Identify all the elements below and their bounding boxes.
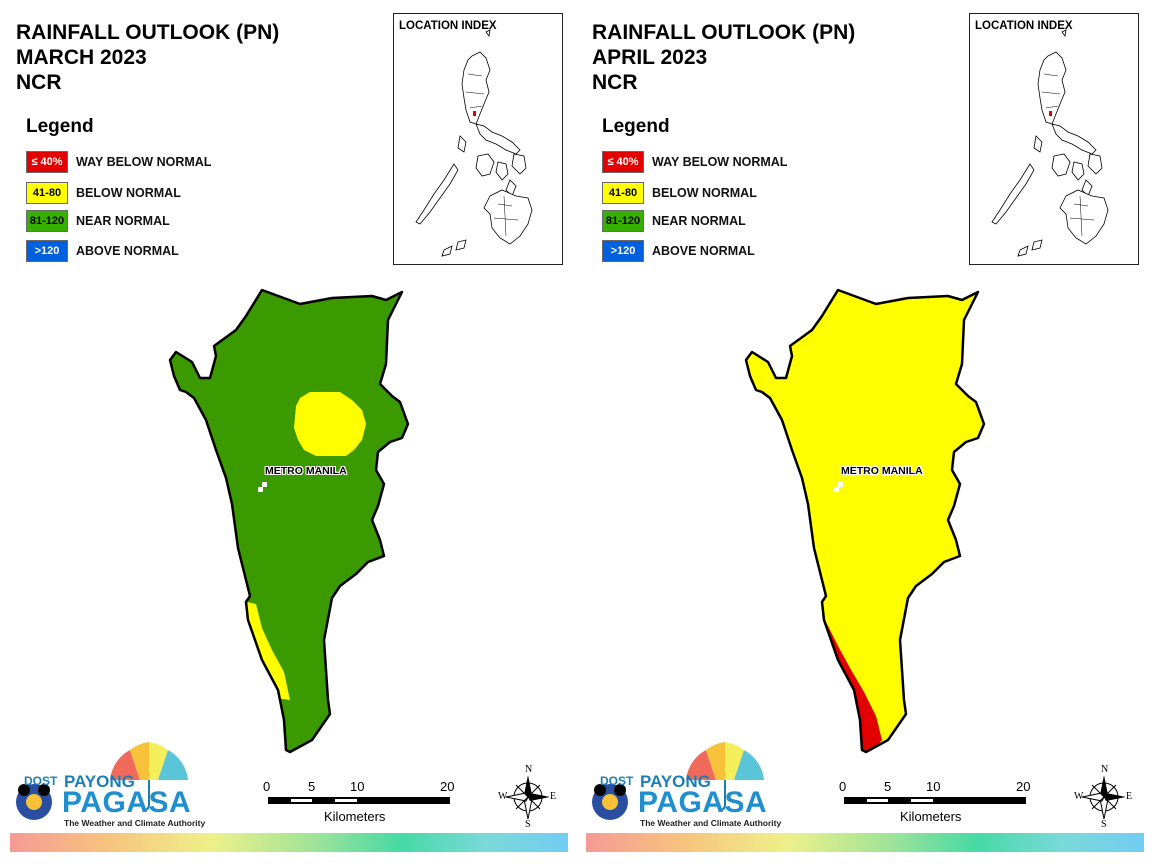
legend-swatch: 81-120 [602,210,644,232]
umbrella-icon [592,742,764,820]
legend-swatch: >120 [26,240,68,262]
compass-s: S [525,819,531,830]
metro-manila-label: METRO MANILA [841,465,923,477]
outlook-panel-march: RAINFALL OUTLOOK (PN) MARCH 2023 NCR Leg… [10,13,568,852]
inset-title: LOCATION INDEX [399,20,497,32]
title-line-3: NCR [592,71,638,94]
legend-label: ABOVE NORMAL [76,244,179,258]
compass-n: N [1101,764,1109,775]
payong-pagasa-logo: DOST PAYONG PAGASA The Weather and Clima… [590,738,782,834]
legend-label: BELOW NORMAL [76,186,181,200]
scale-tick: 10 [350,779,365,794]
compass-n: N [525,764,533,775]
legend-swatch: 81-120 [26,210,68,232]
city-marker [262,482,267,487]
scale-bar-graphic [844,797,1026,804]
ncr-rainfall-map [168,288,410,754]
dost-label: DOST [24,774,58,788]
location-index-inset: LOCATION INDEX [393,13,563,265]
payong-pagasa-logo: DOST PAYONG PAGASA The Weather and Clima… [14,738,206,834]
city-marker [834,487,839,492]
scale-tick: 5 [308,779,316,794]
scale-unit: Kilometers [324,809,386,824]
legend-label: NEAR NORMAL [652,214,746,228]
legend-title: Legend [26,116,94,137]
color-gradient-strip [10,833,568,852]
scale-tick: 5 [884,779,892,794]
map-title: RAINFALL OUTLOOK (PN) APRIL 2023 NCR [592,20,855,95]
legend-swatch: ≤ 40% [26,151,68,173]
legend-label: BELOW NORMAL [652,186,757,200]
legend-label: NEAR NORMAL [76,214,170,228]
north-arrow-compass: N S W E [498,764,562,830]
philippines-outline-map [415,29,533,257]
inset-title: LOCATION INDEX [975,20,1073,32]
scale-bar-graphic [268,797,450,804]
compass-s: S [1101,819,1107,830]
umbrella-icon [16,741,188,820]
legend-title: Legend [602,116,670,137]
below-normal-zone-north [294,392,366,456]
color-gradient-strip [586,833,1144,852]
location-index-inset: LOCATION INDEX [969,13,1139,265]
compass-rose-icon [505,775,550,820]
compass-w: W [1074,791,1084,802]
compass-w: W [498,791,508,802]
metro-manila-label: METRO MANILA [265,465,347,477]
scale-tick: 0 [839,779,847,794]
legend-swatch: >120 [602,240,644,262]
city-marker [258,487,263,492]
title-line-1: RAINFALL OUTLOOK (PN) [592,21,856,44]
title-line-1: RAINFALL OUTLOOK (PN) [16,21,280,44]
compass-e: E [1126,791,1133,802]
dost-label: DOST [600,774,634,788]
scale-bar: 0 5 10 20 Kilometers [256,776,476,836]
title-line-2: MARCH 2023 [16,46,147,69]
ncr-rainfall-map [744,288,986,754]
legend-swatch: 41-80 [602,182,644,204]
legend-swatch: ≤ 40% [602,151,644,173]
north-arrow-compass: N S W E [1074,764,1138,830]
philippines-outline-map [991,29,1109,257]
legend-label: ABOVE NORMAL [652,244,755,258]
scale-tick: 20 [440,779,455,794]
legend-swatch: 41-80 [26,182,68,204]
tagline: The Weather and Climate Authority [64,818,206,828]
pagasa-label: PAGASA [62,786,192,819]
scale-bar: 0 5 10 20 Kilometers [832,776,1052,836]
compass-rose-icon [1081,775,1126,820]
compass-e: E [550,791,557,802]
outlook-panel-april: RAINFALL OUTLOOK (PN) APRIL 2023 NCR Leg… [576,0,1152,864]
legend-label: WAY BELOW NORMAL [76,155,212,169]
ncr-boundary [168,288,410,754]
title-line-3: NCR [16,71,62,94]
title-line-2: APRIL 2023 [592,46,708,69]
map-title: RAINFALL OUTLOOK (PN) MARCH 2023 NCR [16,20,279,95]
city-marker [838,482,843,487]
scale-unit: Kilometers [900,809,962,824]
scale-tick: 0 [263,779,271,794]
scale-tick: 20 [1016,779,1031,794]
payong-label: PAYONG [640,772,711,791]
ncr-boundary [744,288,986,754]
pagasa-label: PAGASA [638,786,768,819]
payong-label: PAYONG [64,772,135,791]
tagline: The Weather and Climate Authority [640,818,782,828]
scale-tick: 10 [926,779,941,794]
legend-label: WAY BELOW NORMAL [652,155,788,169]
